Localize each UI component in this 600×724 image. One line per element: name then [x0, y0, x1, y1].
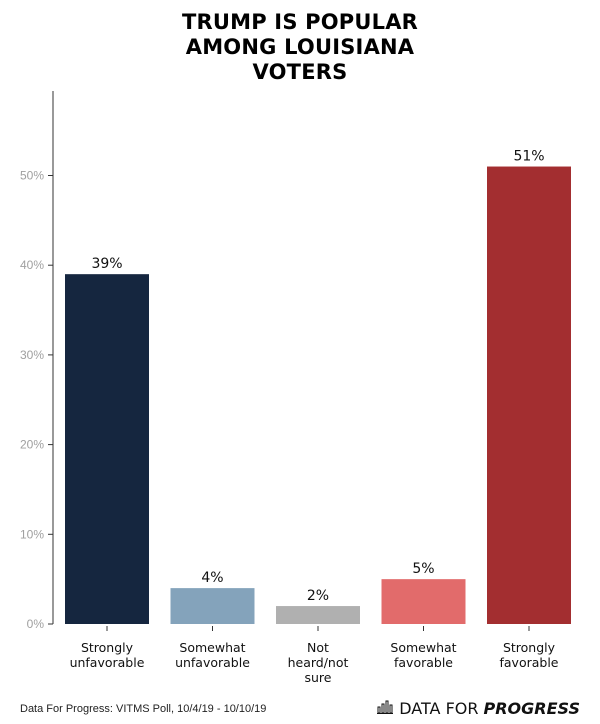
- x-tick-label: Strongly: [503, 640, 556, 655]
- y-tick-label: 10%: [20, 527, 44, 541]
- x-tick-label: Somewhat: [390, 640, 456, 655]
- x-tick-label: Not: [307, 640, 329, 655]
- brand-logo: DATA FOR PROGRESS: [377, 699, 580, 718]
- x-tick-label: heard/not: [288, 655, 349, 670]
- x-tick-label: unfavorable: [175, 655, 250, 670]
- x-tick-label: unfavorable: [70, 655, 145, 670]
- title-line-3: VOTERS: [252, 60, 348, 84]
- bar-chart-icon: [377, 699, 394, 718]
- chart-title: TRUMP IS POPULAR AMONG LOUISIANA VOTERS: [0, 10, 600, 85]
- x-tick-label: favorable: [394, 655, 453, 670]
- y-tick-label: 0%: [27, 617, 45, 631]
- title-line-1: TRUMP IS POPULAR: [181, 10, 419, 34]
- title-line-2: AMONG LOUISIANA: [185, 35, 415, 59]
- y-tick-label: 40%: [20, 258, 44, 272]
- bar: [170, 588, 255, 624]
- y-tick-label: 20%: [20, 438, 44, 452]
- bar: [487, 166, 571, 624]
- x-tick-label: Somewhat: [179, 640, 245, 655]
- bar: [65, 274, 149, 624]
- data-label: 2%: [307, 588, 329, 604]
- brand-prefix: DATA FOR: [399, 699, 479, 718]
- bar: [381, 579, 466, 624]
- source-note: Data For Progress: VITMS Poll, 10/4/19 -…: [20, 703, 267, 715]
- x-tick-label: Strongly: [81, 640, 134, 655]
- x-tick-label: sure: [305, 670, 332, 685]
- y-tick-label: 50%: [20, 169, 44, 183]
- data-label: 39%: [91, 256, 122, 272]
- x-tick-label: favorable: [499, 655, 558, 670]
- data-label: 51%: [513, 149, 544, 165]
- bar: [276, 606, 360, 624]
- y-tick-label: 30%: [20, 348, 44, 362]
- data-label: 4%: [201, 570, 223, 586]
- brand-emphasis: PROGRESS: [483, 699, 580, 718]
- data-label: 5%: [412, 561, 434, 577]
